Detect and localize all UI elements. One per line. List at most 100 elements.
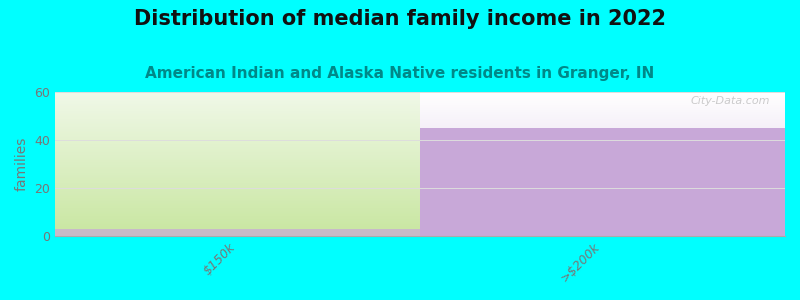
Bar	[55, 125, 420, 126]
Bar	[55, 134, 420, 135]
Bar	[55, 170, 420, 171]
Bar	[55, 179, 420, 180]
Bar	[55, 174, 420, 175]
Bar	[55, 138, 420, 139]
Bar	[55, 133, 420, 134]
Bar	[55, 115, 420, 116]
Bar	[420, 97, 785, 98]
Bar	[420, 116, 785, 117]
Bar	[420, 115, 785, 116]
Bar	[55, 229, 420, 236]
Bar	[55, 167, 420, 168]
Bar	[55, 206, 420, 207]
Bar	[55, 137, 420, 138]
Bar	[420, 98, 785, 99]
Bar	[420, 126, 785, 127]
Bar	[55, 97, 420, 98]
Bar	[55, 146, 420, 147]
Bar	[55, 185, 420, 186]
Bar	[55, 149, 420, 150]
Bar	[55, 235, 420, 236]
Bar	[55, 140, 420, 141]
Bar	[55, 178, 420, 179]
Bar	[55, 160, 420, 161]
Bar	[55, 93, 420, 94]
Bar	[55, 224, 420, 225]
Bar	[55, 223, 420, 224]
Bar	[55, 113, 420, 114]
Bar	[55, 198, 420, 199]
Bar	[55, 141, 420, 142]
Bar	[55, 120, 420, 121]
Bar	[420, 94, 785, 95]
Bar	[55, 106, 420, 107]
Bar	[55, 101, 420, 102]
Bar	[55, 192, 420, 193]
Bar	[420, 118, 785, 119]
Bar	[55, 226, 420, 227]
Bar	[420, 125, 785, 126]
Bar	[420, 96, 785, 97]
Bar	[55, 129, 420, 130]
Bar	[420, 100, 785, 101]
Bar	[55, 100, 420, 101]
Bar	[55, 176, 420, 177]
Bar	[55, 121, 420, 122]
Bar	[55, 112, 420, 113]
Bar	[55, 126, 420, 127]
Bar	[55, 171, 420, 172]
Bar	[55, 122, 420, 123]
Bar	[55, 219, 420, 220]
Bar	[420, 111, 785, 112]
Text: American Indian and Alaska Native residents in Granger, IN: American Indian and Alaska Native reside…	[146, 66, 654, 81]
Bar	[420, 106, 785, 107]
Bar	[55, 111, 420, 112]
Bar	[55, 196, 420, 197]
Bar	[420, 128, 785, 236]
Bar	[55, 203, 420, 204]
Bar	[55, 199, 420, 200]
Bar	[55, 163, 420, 164]
Bar	[55, 128, 420, 129]
Bar	[55, 94, 420, 95]
Bar	[420, 117, 785, 118]
Bar	[55, 168, 420, 169]
Bar	[55, 204, 420, 205]
Bar	[55, 207, 420, 208]
Bar	[55, 205, 420, 206]
Bar	[55, 143, 420, 144]
Bar	[420, 113, 785, 114]
Text: City-Data.com: City-Data.com	[691, 96, 770, 106]
Bar	[55, 173, 420, 174]
Bar	[55, 197, 420, 198]
Bar	[55, 161, 420, 162]
Bar	[55, 210, 420, 211]
Bar	[55, 135, 420, 136]
Bar	[55, 233, 420, 234]
Bar	[55, 131, 420, 132]
Bar	[55, 222, 420, 223]
Bar	[55, 118, 420, 119]
Bar	[55, 155, 420, 156]
Bar	[420, 107, 785, 108]
Bar	[55, 189, 420, 190]
Bar	[55, 212, 420, 213]
Bar	[420, 102, 785, 103]
Bar	[55, 166, 420, 167]
Bar	[420, 122, 785, 123]
Bar	[55, 147, 420, 148]
Bar	[55, 218, 420, 219]
Bar	[55, 202, 420, 203]
Bar	[55, 216, 420, 217]
Bar	[55, 221, 420, 222]
Bar	[55, 123, 420, 124]
Bar	[55, 158, 420, 159]
Bar	[55, 211, 420, 212]
Bar	[55, 107, 420, 108]
Bar	[55, 92, 420, 93]
Bar	[420, 121, 785, 122]
Bar	[420, 119, 785, 120]
Bar	[55, 105, 420, 106]
Bar	[420, 104, 785, 105]
Bar	[55, 162, 420, 163]
